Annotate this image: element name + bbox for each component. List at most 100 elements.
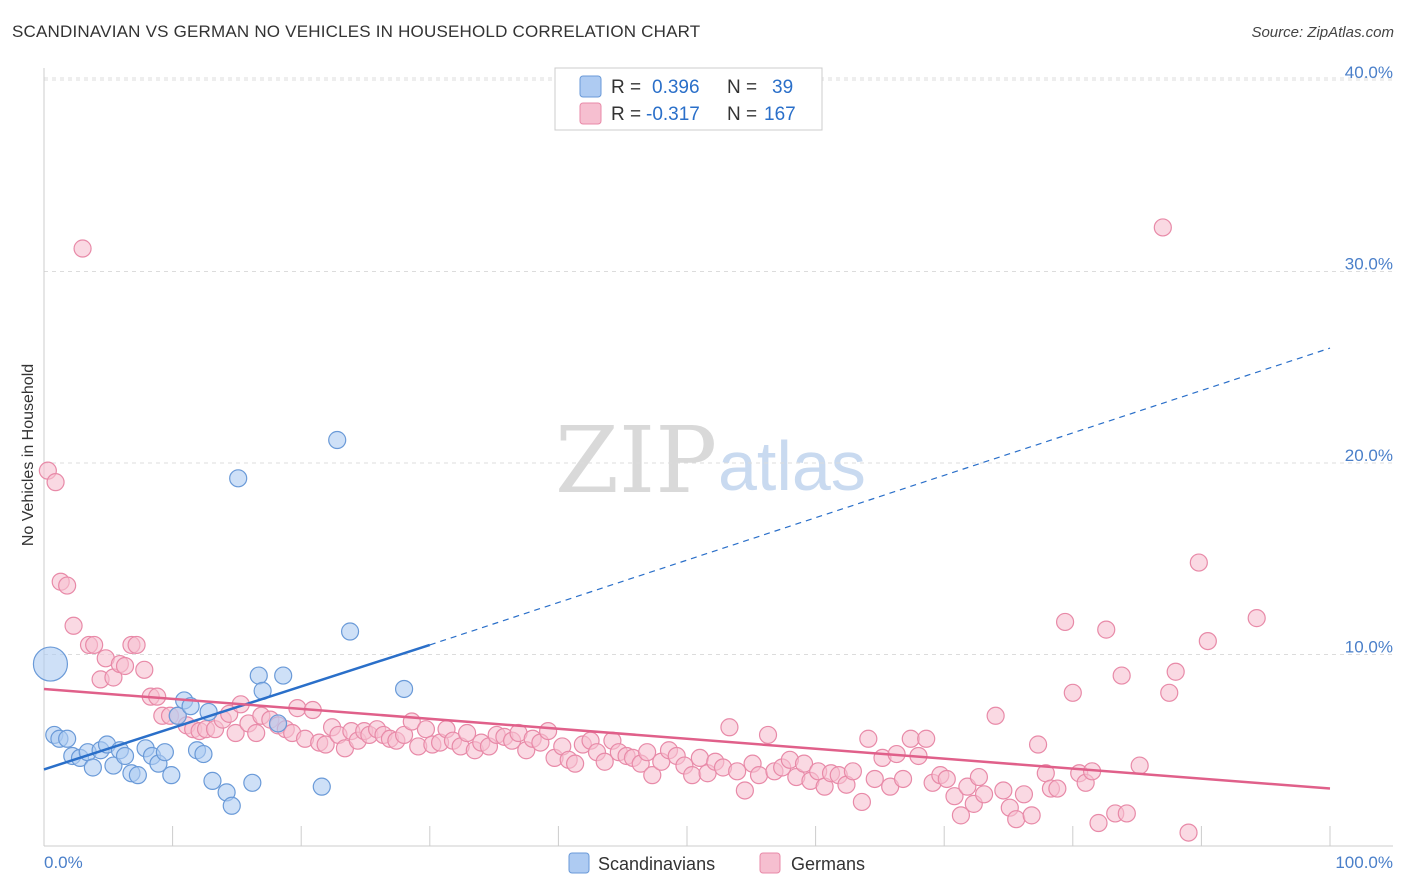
legend-r-label-1: R =	[611, 77, 641, 98]
legend-n-value-1: 39	[772, 77, 793, 98]
scandinavian-point	[168, 706, 187, 725]
scandinavian-point	[249, 666, 268, 685]
german-point	[1189, 553, 1208, 572]
german-point	[735, 781, 754, 800]
german-point	[85, 635, 104, 655]
german-point	[1014, 785, 1034, 804]
german-point	[566, 754, 585, 773]
german-point	[226, 723, 245, 743]
german-point	[1028, 735, 1048, 754]
y-tick-label: 10.0%	[1345, 638, 1393, 657]
scandinavian-trend-line	[43, 643, 431, 771]
german-point	[917, 729, 936, 748]
scandinavian-point	[32, 646, 69, 682]
german-point	[247, 723, 266, 743]
bottom-legend-label-scandinavians: Scandinavians	[598, 854, 715, 874]
scandinavian-point	[274, 666, 293, 685]
german-point	[794, 754, 814, 773]
german-point	[1055, 612, 1075, 632]
watermark-zip: ZIP	[555, 407, 717, 514]
german-point	[1198, 631, 1217, 651]
german-point	[1179, 823, 1198, 842]
scandinavian-point	[115, 746, 135, 766]
legend-n-value-2: 167	[764, 104, 796, 125]
bottom-legend-swatch-scandinavians	[568, 852, 590, 874]
german-point	[758, 725, 778, 745]
legend-swatch-germans	[579, 102, 602, 125]
german-point	[951, 806, 971, 825]
scandinavian-point	[203, 771, 222, 790]
german-point	[1166, 662, 1185, 681]
german-point	[720, 718, 739, 737]
german-point	[394, 725, 414, 745]
grid-lines	[44, 77, 1393, 655]
scandinavian-point	[194, 744, 213, 764]
scandinavian-point	[58, 729, 77, 748]
german-point	[115, 656, 135, 676]
german-point	[994, 781, 1013, 800]
scandinavian-point	[222, 796, 241, 815]
german-point	[986, 706, 1005, 725]
y-tick-label: 30.0%	[1345, 255, 1393, 274]
german-point	[852, 792, 871, 812]
german-point	[1089, 813, 1108, 833]
german-point	[1022, 806, 1041, 825]
scandinavian-points	[32, 430, 414, 815]
trend-lines	[43, 347, 1331, 790]
scandinavian-point	[243, 773, 262, 792]
german-point	[1247, 609, 1266, 628]
german-point	[901, 729, 920, 748]
german-point	[893, 769, 913, 789]
scandinavian-trend-extension	[429, 347, 1331, 646]
german-point	[1153, 218, 1172, 237]
german-point	[974, 785, 994, 804]
german-point	[1048, 779, 1067, 798]
x-tick-label-max: 100.0%	[1335, 853, 1393, 872]
scandinavian-point	[229, 469, 248, 488]
german-point	[865, 769, 884, 789]
german-point	[539, 721, 558, 741]
scandinavian-point	[83, 758, 102, 777]
legend-r-value-1: 0.396	[652, 77, 700, 98]
german-point	[728, 762, 747, 781]
scandinavian-point	[128, 766, 147, 785]
correlation-legend: R = 0.396 N = 39 R = -0.317 N = 167	[554, 67, 823, 131]
scandinavian-point	[181, 697, 200, 716]
y-axis-tick-labels: 10.0% 20.0% 30.0% 40.0%	[1345, 63, 1393, 657]
scandinavian-point	[268, 714, 288, 733]
german-point	[457, 723, 477, 743]
german-point	[1160, 683, 1179, 702]
legend-n-label-2: N =	[727, 104, 757, 125]
series-legend: Scandinavians Germans	[568, 852, 865, 874]
scandinavian-point	[394, 679, 414, 699]
scandinavian-point	[328, 430, 347, 450]
german-point	[58, 576, 77, 595]
german-point	[690, 748, 709, 768]
legend-r-value-2: -0.317	[646, 104, 700, 125]
watermark: ZIP atlas	[555, 407, 866, 514]
german-point	[1097, 620, 1116, 639]
scandinavian-point	[162, 766, 181, 785]
y-tick-label: 40.0%	[1345, 63, 1393, 82]
bottom-legend-label-germans: Germans	[791, 854, 865, 874]
scandinavian-point	[340, 622, 360, 641]
german-point	[64, 616, 83, 635]
german-point	[1007, 810, 1026, 829]
german-point	[595, 752, 614, 771]
german-point	[46, 473, 65, 492]
german-point	[1063, 683, 1082, 702]
y-axis-title: No Vehicles in Household	[20, 364, 37, 546]
german-point	[683, 766, 702, 785]
german-point	[416, 720, 436, 739]
chart-title: SCANDINAVIAN VS GERMAN NO VEHICLES IN HO…	[12, 22, 701, 41]
german-point	[1117, 804, 1136, 823]
german-point	[859, 729, 878, 748]
german-point	[638, 743, 657, 762]
bottom-legend-swatch-germans	[759, 852, 781, 874]
x-tick-label-min: 0.0%	[44, 853, 83, 872]
watermark-atlas: atlas	[718, 427, 866, 505]
legend-n-label-1: N =	[727, 77, 757, 98]
german-point	[135, 660, 154, 679]
german-point	[643, 766, 662, 785]
